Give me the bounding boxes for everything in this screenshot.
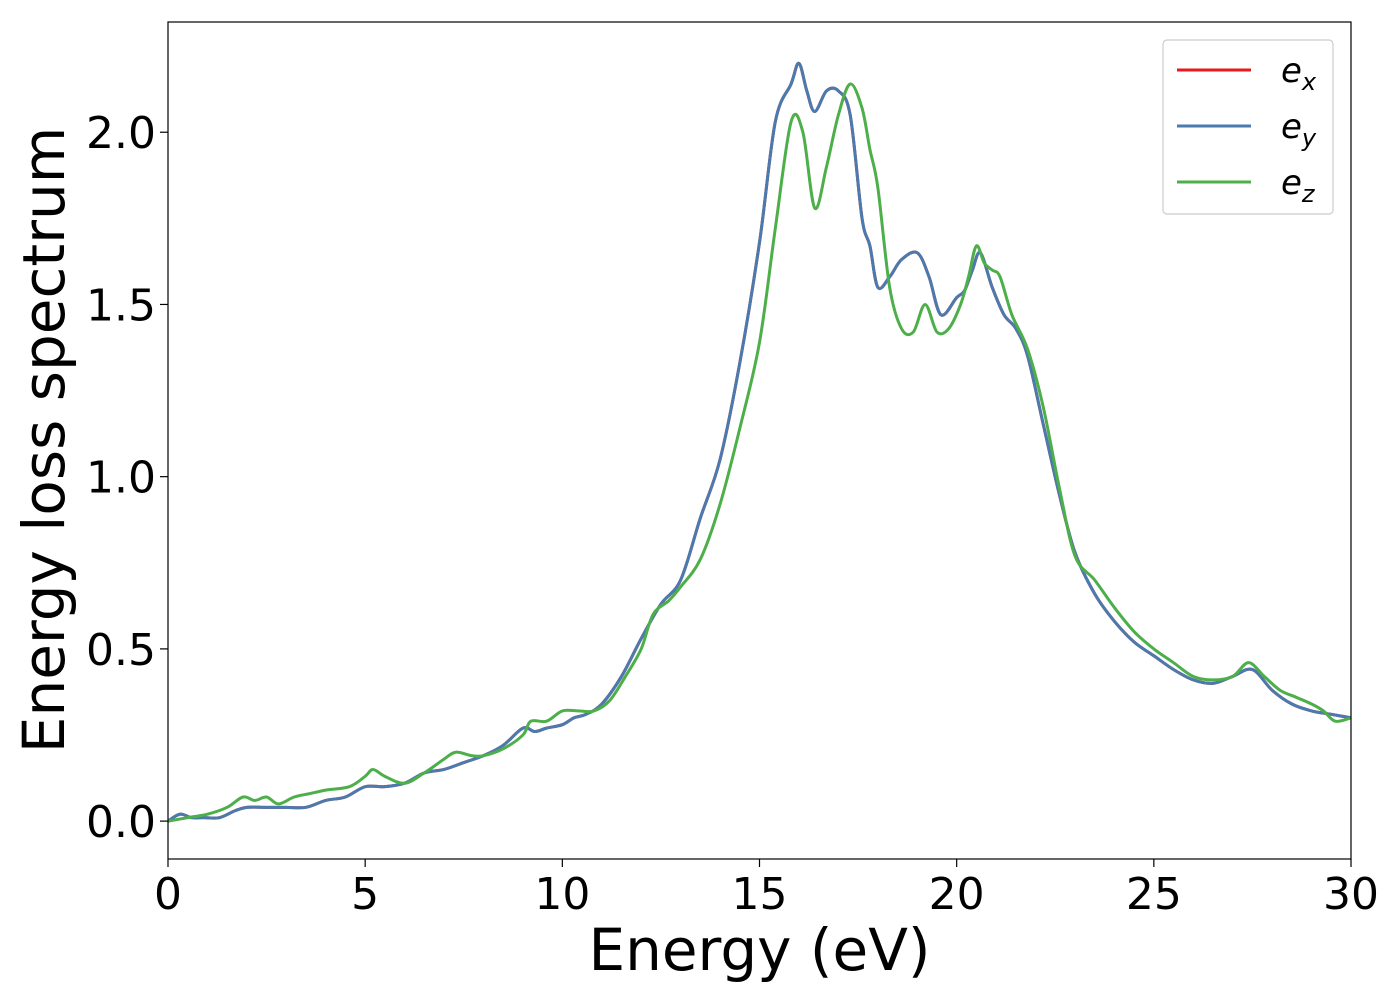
y-tick-label: 1.0 [86, 453, 156, 504]
x-tick-label: 10 [534, 869, 590, 920]
legend-entry-z: ez [1281, 163, 1316, 208]
legend-entry-base: e [1281, 163, 1302, 203]
series-layer [168, 61, 1351, 823]
legend-entry-subscript: z [1301, 180, 1316, 208]
y-tick-label: 0.0 [86, 797, 156, 848]
x-tick-label: 0 [154, 869, 182, 920]
y-tick-label: 1.5 [86, 280, 156, 331]
legend-entry-y: ey [1281, 107, 1317, 152]
legend-entry-subscript: x [1301, 68, 1317, 96]
x-tick-label: 20 [929, 869, 985, 920]
legend-entry-base: e [1281, 51, 1302, 91]
y-tick-label: 0.5 [86, 625, 156, 676]
plot-background [168, 22, 1351, 859]
legend-entry-x: ex [1281, 51, 1317, 96]
x-tick-label: 5 [351, 869, 379, 920]
series-line-e-z [168, 82, 1351, 823]
x-tick-label: 30 [1323, 869, 1379, 920]
y-axis: 0.0 0.5 1.0 1.5 2.0 [86, 108, 168, 848]
x-tick-label: 25 [1126, 869, 1182, 920]
x-tick-label: 15 [732, 869, 788, 920]
legend-entry-base: e [1281, 107, 1302, 147]
y-tick-label: 2.0 [86, 108, 156, 159]
legend-entry-subscript: y [1301, 124, 1317, 152]
x-axis: 0 5 10 15 20 25 30 [154, 859, 1379, 920]
y-axis-label: Energy loss spectrum [10, 127, 78, 753]
x-axis-label: Energy (eV) [588, 916, 930, 984]
series-line-e-y [168, 61, 1351, 823]
